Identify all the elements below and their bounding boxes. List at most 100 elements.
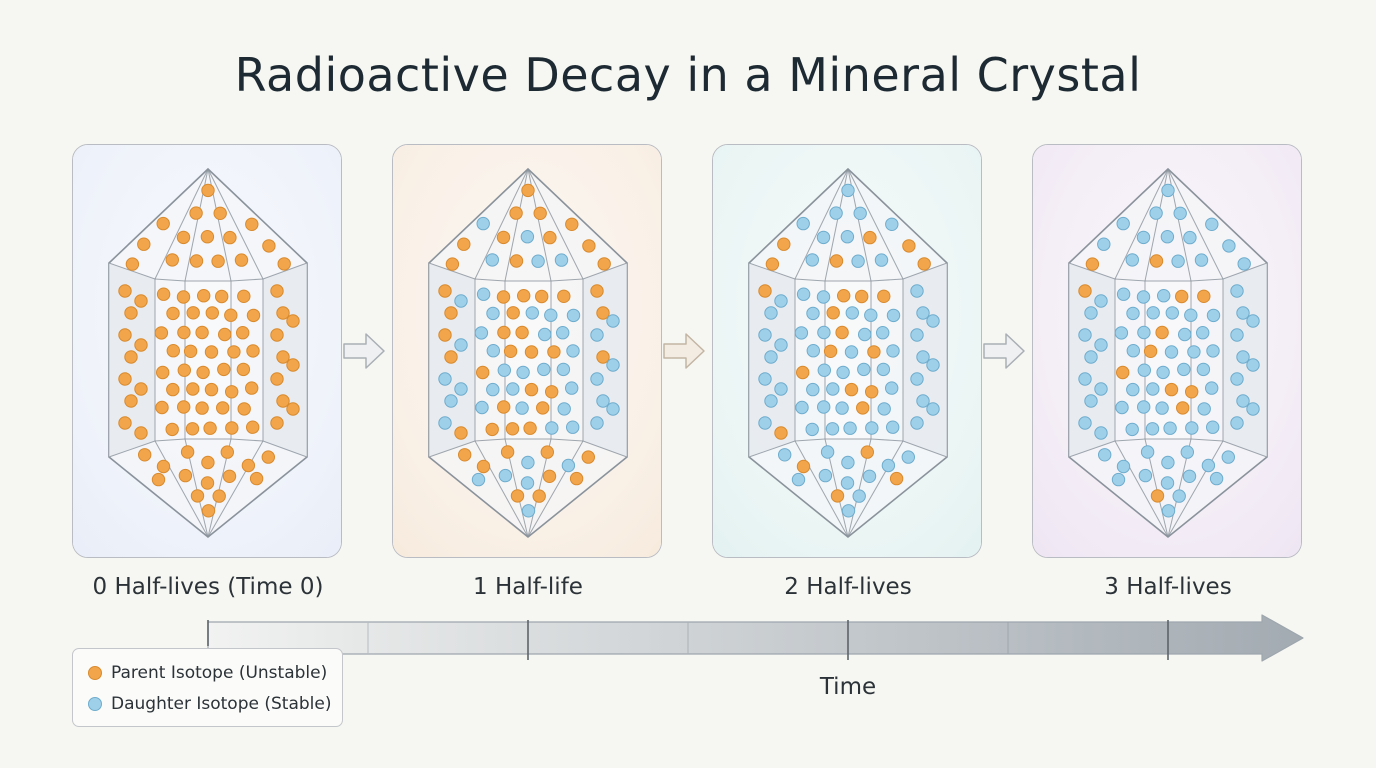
daughter-isotope-atom xyxy=(606,314,620,328)
daughter-isotope-atom xyxy=(910,372,924,386)
parent-isotope-atom xyxy=(860,445,875,459)
parent-isotope-atom xyxy=(863,230,877,245)
daughter-isotope-atom xyxy=(910,328,924,342)
daughter-isotope-atom xyxy=(516,365,530,380)
daughter-isotope-atom xyxy=(1185,421,1199,435)
parent-isotope-atom xyxy=(246,308,261,323)
parent-isotope-atom xyxy=(765,257,780,271)
daughter-isotope-atom xyxy=(774,294,788,308)
parent-isotope-atom xyxy=(276,350,290,364)
daughter-isotope-atom xyxy=(1196,362,1211,377)
daughter-isotope-atom xyxy=(820,445,835,459)
parent-isotope-atom xyxy=(509,206,523,220)
daughter-isotope-atom xyxy=(1177,362,1191,377)
daughter-isotope-atom xyxy=(565,381,579,395)
daughter-isotope-atom xyxy=(1149,206,1163,220)
daughter-isotope-atom xyxy=(1201,458,1216,473)
parent-isotope-atom xyxy=(156,365,170,380)
parent-isotope-atom xyxy=(515,325,529,340)
daughter-isotope-atom xyxy=(764,394,778,408)
daughter-isotope-atom xyxy=(1137,400,1151,414)
daughter-isotope-atom xyxy=(566,420,580,434)
daughter-isotope-atom xyxy=(876,362,891,377)
daughter-isotope-atom xyxy=(545,421,559,435)
daughter-isotope-atom xyxy=(1160,476,1175,490)
daughter-isotope-atom xyxy=(840,230,855,244)
parent-isotope-atom xyxy=(270,416,284,430)
parent-isotope-atom xyxy=(137,237,151,251)
daughter-isotope-atom xyxy=(805,253,820,267)
daughter-isotope-atom xyxy=(817,363,832,377)
parent-isotope-atom xyxy=(1176,401,1190,415)
parent-isotope-atom xyxy=(203,421,217,435)
daughter-isotope-atom xyxy=(1116,459,1131,474)
daughter-isotope-atom xyxy=(1126,344,1141,358)
parent-isotope-atom xyxy=(183,344,198,359)
parent-isotope-atom xyxy=(236,326,250,340)
daughter-isotope-atom xyxy=(886,344,900,358)
daughter-isotope-atom xyxy=(1246,402,1260,416)
daughter-isotope-atom xyxy=(454,382,468,396)
parent-isotope-atom xyxy=(195,401,209,415)
daughter-isotope-atom xyxy=(1163,421,1177,435)
parent-isotope-atom xyxy=(777,237,791,251)
daughter-isotope-atom xyxy=(556,326,570,340)
daughter-isotope-atom xyxy=(1084,350,1098,364)
daughter-isotope-atom xyxy=(1236,394,1250,408)
parent-isotope-atom xyxy=(569,471,584,486)
parent-isotope-atom xyxy=(505,422,520,436)
parent-isotope-atom xyxy=(220,445,235,459)
daughter-isotope-atom xyxy=(795,400,809,415)
parent-isotope-atom xyxy=(457,237,471,251)
daughter-isotope-atom xyxy=(843,421,857,435)
parent-isotope-atom xyxy=(497,325,511,340)
daughter-isotope-atom xyxy=(1197,402,1211,416)
daughter-isotope-atom xyxy=(444,394,458,408)
legend: Parent Isotope (Unstable) Daughter Isoto… xyxy=(72,648,343,727)
parent-isotope-atom xyxy=(277,257,291,271)
daughter-isotope-atom xyxy=(885,217,899,232)
daughter-isotope-atom xyxy=(537,362,551,377)
parent-isotope-atom xyxy=(201,455,215,470)
daughter-isotope-atom xyxy=(817,325,831,340)
parent-isotope-atom xyxy=(286,402,300,416)
daughter-isotope-atom xyxy=(1230,284,1244,298)
daughter-isotope-atom xyxy=(1094,294,1108,308)
daughter-isotope-atom xyxy=(805,422,819,437)
parent-isotope-atom xyxy=(865,385,879,399)
daughter-isotope-atom xyxy=(486,306,500,321)
parent-isotope-atom xyxy=(246,344,260,358)
daughter-isotope-atom xyxy=(841,455,855,470)
daughter-isotope-atom xyxy=(794,326,809,340)
parent-isotope-atom xyxy=(444,350,458,364)
daughter-isotope-atom xyxy=(538,327,552,342)
parent-isotope-atom xyxy=(204,345,219,359)
daughter-isotope-atom xyxy=(862,469,877,483)
parent-isotope-atom xyxy=(855,289,869,304)
parent-isotope-atom xyxy=(835,325,849,340)
parent-isotope-atom xyxy=(276,306,290,320)
daughter-isotope-atom xyxy=(438,372,452,386)
parent-isotope-atom xyxy=(118,328,132,342)
parent-isotope-atom xyxy=(217,362,231,377)
daughter-isotope-atom xyxy=(498,468,513,483)
daughter-isotope-atom xyxy=(865,421,879,435)
stage-panel-3-half-lives xyxy=(1032,144,1302,558)
parent-isotope-atom xyxy=(234,253,249,267)
parent-isotope-atom xyxy=(1175,289,1189,304)
daughter-isotope-atom xyxy=(764,306,778,320)
parent-isotope-atom xyxy=(134,426,148,440)
parent-isotope-atom xyxy=(205,306,220,320)
parent-isotope-atom xyxy=(270,284,284,298)
parent-isotope-atom xyxy=(524,382,539,397)
parent-isotope-atom xyxy=(189,206,203,220)
parent-isotope-atom xyxy=(156,287,171,301)
daughter-isotope-atom xyxy=(1182,469,1197,483)
parent-isotope-atom xyxy=(1185,385,1199,399)
parent-isotope-atom xyxy=(581,450,596,464)
parent-isotope-atom xyxy=(867,345,881,359)
daughter-isotope-atom xyxy=(806,382,820,397)
daughter-isotope-atom xyxy=(806,306,820,321)
daughter-isotope-atom xyxy=(471,472,486,487)
parent-isotope-atom xyxy=(178,468,193,483)
